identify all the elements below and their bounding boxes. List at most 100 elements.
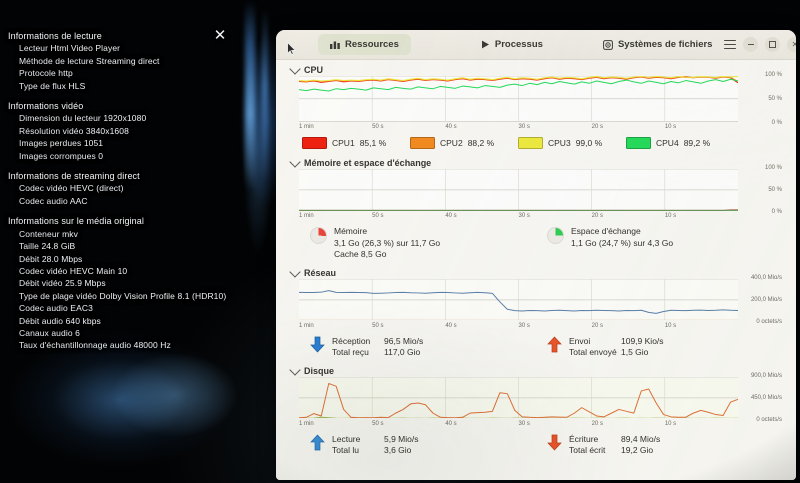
minimize-icon[interactable] xyxy=(743,37,759,52)
memory-pie-icon xyxy=(310,227,327,244)
close-icon[interactable]: ✕ xyxy=(213,27,227,44)
memory-ytick: 100 % xyxy=(764,165,782,171)
swap-label: Espace d'échange xyxy=(571,226,641,236)
network-ytick: 0 octets/s xyxy=(756,318,782,325)
playback-info-key: Codec vidéo xyxy=(19,183,70,194)
disk-xtick: 40 s xyxy=(445,420,457,427)
chevron-down-icon xyxy=(289,265,301,278)
cpu-section-title: CPU xyxy=(304,65,324,75)
disk-read-value: 5,9 Mio/s xyxy=(384,433,419,444)
network-plot-svg xyxy=(299,278,738,321)
disk-section: Disque 0 octets/s 450,0 Mio/s 900,0 Mio/s … xyxy=(276,361,796,459)
playback-info-key: Résolution vidéo xyxy=(19,125,86,136)
playback-info-key: Débit audio xyxy=(19,315,66,326)
playback-info-value: Dolby Vision Profile 8.1 (HDR10) xyxy=(99,290,227,301)
playback-info-key: Protocole xyxy=(19,68,59,79)
swap-stat-item: Espace d'échange 1,1 Go (24,7 %) sur 4,3… xyxy=(547,226,784,261)
playback-info-row: Codec audio EAC3 xyxy=(8,302,258,314)
cpu-legend-value: 89,2 % xyxy=(683,138,711,148)
cpu-legend-item: CPU1 85,1 % xyxy=(302,137,410,149)
upload-arrow-icon xyxy=(310,433,325,450)
swap-value: 1,1 Go (24,7 %) sur 4,3 Go xyxy=(571,237,674,248)
playback-info-row: Taille 24.8 GiB xyxy=(8,240,258,252)
memory-xtick: 50 s xyxy=(372,213,384,219)
playback-info-group-title: Informations sur le média original xyxy=(8,216,144,227)
cpu-legend-label: CPU2 xyxy=(440,138,463,148)
memory-xtick: 40 s xyxy=(445,213,457,219)
memory-xtick: 1 min xyxy=(299,213,314,219)
playback-info-value: 24.8 GiB xyxy=(41,241,76,252)
tab-label: Systèmes de fichiers xyxy=(617,39,713,50)
cpu-xtick: 40 s xyxy=(445,124,457,130)
cpu-legend-swatch xyxy=(626,137,651,149)
playback-info-key: Débit vidéo xyxy=(19,278,66,289)
network-section-header[interactable]: Réseau xyxy=(288,263,784,279)
network-ytick: 200,0 Mio/s xyxy=(750,296,782,303)
playback-info-value: 25.9 Mbps xyxy=(65,278,106,289)
playback-info-overlay: Informations de lecture Lecteur Html Vide… xyxy=(8,30,258,352)
playback-info-key: Type de flux xyxy=(19,80,69,91)
disk-xtick: 30 s xyxy=(518,420,530,427)
network-send-item: Envoi 109,9 Kio/s Total envoyé 1,5 Gio xyxy=(547,336,784,359)
upload-arrow-icon xyxy=(547,335,562,352)
playback-info-key: Canaux audio xyxy=(19,327,76,338)
memory-xtick: 30 s xyxy=(518,213,530,219)
playback-info-group-title: Informations vidéo xyxy=(8,101,84,112)
memory-section-header[interactable]: Mémoire et espace d'échange xyxy=(288,153,784,169)
download-arrow-icon xyxy=(310,336,325,353)
disk-section-title: Disque xyxy=(304,365,335,376)
playback-info-value: mkv xyxy=(62,228,78,239)
memory-section-title: Mémoire et espace d'échange xyxy=(304,158,432,168)
playback-info-row: Taux d'échantillonnage audio 48000 Hz xyxy=(8,339,258,351)
disk-total-written-label: Total écrit xyxy=(569,445,606,455)
memory-stats: Mémoire 3,1 Go (26,3 %) sur 11,7 Go Cach… xyxy=(288,223,784,263)
maximize-icon[interactable] xyxy=(765,37,781,52)
tab-processus[interactable]: Processus xyxy=(469,34,555,55)
playback-info-key: Images corrompues xyxy=(19,150,99,161)
cpu-legend-label: CPU1 xyxy=(332,138,355,148)
cpu-legend-swatch xyxy=(302,137,327,149)
playback-info-row: Codec vidéo HEVC (direct) xyxy=(8,182,258,194)
tab-ressources[interactable]: Ressources xyxy=(318,34,411,55)
memory-ytick: 50 % xyxy=(768,187,782,193)
playback-info-row: Dimension du lecteur 1920x1080 xyxy=(8,112,258,124)
bar-chart-icon xyxy=(330,40,340,49)
network-xtick: 10 s xyxy=(664,322,677,329)
window-controls: ✕ xyxy=(724,37,796,52)
playback-info-value: 6 xyxy=(75,327,80,338)
swap-pie-icon xyxy=(547,227,564,244)
disk-ytick: 900,0 Mio/s xyxy=(750,372,782,379)
network-receive-label: Réception xyxy=(332,335,371,346)
playback-info-row: Débit vidéo 25.9 Mbps xyxy=(8,277,258,289)
playback-info-row: Lecteur Html Video Player xyxy=(8,42,258,54)
playback-info-row: Type de flux HLS xyxy=(8,80,258,92)
disk-total-written-value: 19,2 Gio xyxy=(621,445,654,455)
playback-info-key: Codec audio xyxy=(19,303,71,314)
memory-value: 3,1 Go (26,3 %) sur 11,7 Go xyxy=(334,237,441,248)
playback-info-key: Codec audio xyxy=(19,195,70,206)
playback-info-key: Images perdues xyxy=(19,138,84,149)
close-icon[interactable]: ✕ xyxy=(787,37,796,52)
disk-chart-xaxis: 1 min 50 s 40 s 30 s 20 s 10 s xyxy=(299,421,738,431)
playback-info-value: Html Video Player xyxy=(50,43,121,54)
playback-info-row: Conteneur mkv xyxy=(8,228,258,240)
playback-info-key: Taille xyxy=(19,241,42,252)
disk-ytick: 0 octets/s xyxy=(756,416,782,423)
cpu-legend-value: 88,2 % xyxy=(467,138,495,148)
cpu-section-header[interactable]: CPU xyxy=(288,60,784,76)
chevron-down-icon xyxy=(289,363,301,376)
playback-info-value: HEVC (direct) xyxy=(69,183,124,194)
playback-info-value: EAC3 xyxy=(70,303,93,314)
playback-info-row: Débit 28.0 Mbps xyxy=(8,253,258,265)
network-section-title: Réseau xyxy=(304,267,337,278)
playback-info-value: AAC xyxy=(69,195,88,206)
hamburger-menu-icon[interactable] xyxy=(724,39,737,50)
disk-section-header[interactable]: Disque xyxy=(288,361,784,377)
resources-pane: CPU 0 % 50 % 100 % 1 min 50 s 40 s 30 s 20 s 10… xyxy=(276,60,796,480)
playback-info-value: http xyxy=(58,68,73,79)
cpu-xtick: 50 s xyxy=(372,124,384,130)
network-send-value: 109,9 Kio/s xyxy=(621,335,664,346)
tab-syst-mes-de-fichiers[interactable]: Systèmes de fichiers xyxy=(591,34,725,55)
memory-xtick: 10 s xyxy=(664,213,677,219)
playback-info-value: 0 xyxy=(98,150,104,161)
